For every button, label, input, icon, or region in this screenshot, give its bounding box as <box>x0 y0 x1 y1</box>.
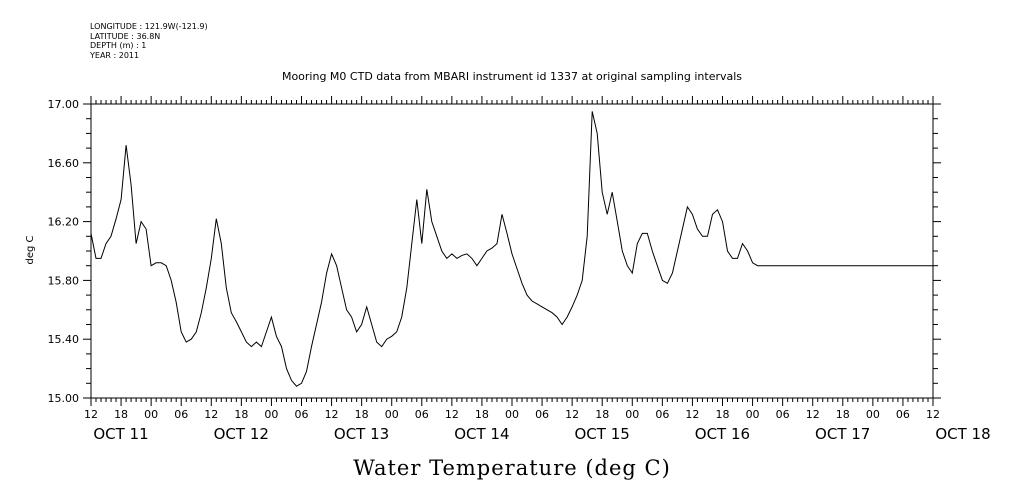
date-label: OCT 18 <box>935 425 990 443</box>
x-tick-label: 06 <box>776 408 790 421</box>
y-tick-label: 16.60 <box>48 157 80 170</box>
date-label: OCT 15 <box>574 425 629 443</box>
x-tick-label: 18 <box>716 408 730 421</box>
x-tick-label: 12 <box>84 408 98 421</box>
meta-latitude: LATITUDE : 36.8N <box>90 31 161 41</box>
y-tick-label: 17.00 <box>48 98 80 111</box>
x-tick-label: 00 <box>866 408 880 421</box>
x-tick-label: 06 <box>295 408 309 421</box>
x-tick-label: 18 <box>114 408 128 421</box>
meta-longitude: LONGITUDE : 121.9W(-121.9) <box>90 22 208 31</box>
x-tick-label: 12 <box>204 408 218 421</box>
date-label: OCT 13 <box>334 425 389 443</box>
meta-year: YEAR : 2011 <box>90 50 140 60</box>
x-tick-label: 06 <box>415 408 429 421</box>
plot-frame <box>90 103 934 399</box>
meta-depth: DEPTH (m) : 1 <box>90 41 147 50</box>
x-tick-label: 12 <box>445 408 459 421</box>
x-tick-label: 18 <box>234 408 248 421</box>
y-tick-label: 15.80 <box>48 274 80 287</box>
date-label: OCT 14 <box>454 425 509 443</box>
x-tick-label: 00 <box>625 408 639 421</box>
date-label: OCT 11 <box>93 425 148 443</box>
temperature-series-line <box>90 111 933 387</box>
x-tick-label: 12 <box>806 408 820 421</box>
x-tick-label: 18 <box>595 408 609 421</box>
date-label: OCT 12 <box>214 425 269 443</box>
x-tick-label: 18 <box>836 408 850 421</box>
x-tick-label: 18 <box>355 408 369 421</box>
x-tick-label: 06 <box>896 408 910 421</box>
x-tick-label: 00 <box>264 408 278 421</box>
metadata-block: LONGITUDE : 121.9W(-121.9) LATITUDE : 36… <box>90 22 208 60</box>
x-tick-label: 12 <box>325 408 339 421</box>
x-tick-label: 12 <box>926 408 940 421</box>
y-tick-label: 15.40 <box>48 333 80 346</box>
x-tick-label: 06 <box>655 408 669 421</box>
x-tick-label: 06 <box>174 408 188 421</box>
y-tick-label: 15.00 <box>48 392 80 405</box>
y-axis-label: deg C <box>25 235 36 264</box>
x-tick-label: 18 <box>475 408 489 421</box>
chart-title: Mooring M0 CTD data from MBARI instrumen… <box>282 70 742 83</box>
x-tick-label: 00 <box>144 408 158 421</box>
date-label: OCT 16 <box>695 425 750 443</box>
x-tick-label: 06 <box>535 408 549 421</box>
x-tick-label: 00 <box>746 408 760 421</box>
date-label: OCT 17 <box>815 425 870 443</box>
x-tick-label: 12 <box>565 408 579 421</box>
y-tick-label: 16.20 <box>48 216 80 229</box>
x-tick-label: 00 <box>385 408 399 421</box>
x-tick-label: 12 <box>685 408 699 421</box>
x-axis-label: Water Temperature (deg C) <box>353 456 671 480</box>
x-tick-label: 00 <box>505 408 519 421</box>
